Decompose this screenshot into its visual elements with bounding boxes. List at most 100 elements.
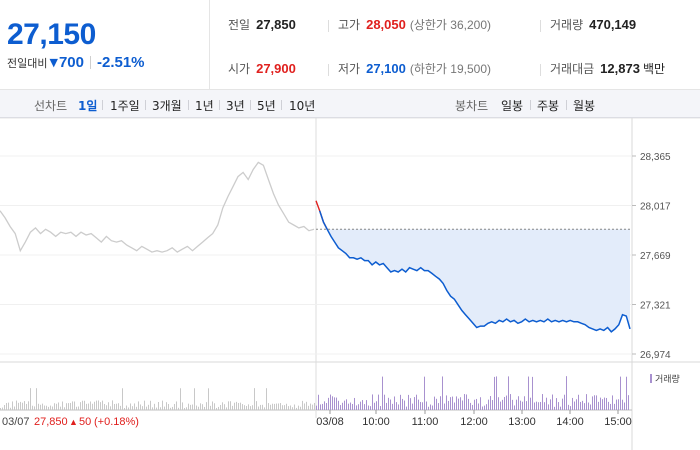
divider bbox=[281, 100, 282, 110]
volume-bar bbox=[316, 405, 317, 410]
tab-1day[interactable]: 1일 bbox=[78, 99, 98, 113]
volume-bar bbox=[558, 402, 559, 410]
tab-1week[interactable]: 1주일 bbox=[110, 99, 140, 113]
tab-3months[interactable]: 3개월 bbox=[152, 99, 182, 113]
volume-bar bbox=[42, 403, 43, 410]
volume-bar bbox=[126, 405, 127, 410]
volume-bar bbox=[490, 396, 491, 410]
high-value: 28,050 bbox=[366, 17, 406, 32]
volume-bar bbox=[298, 405, 299, 410]
volume-bar bbox=[90, 401, 91, 410]
volume-bar bbox=[538, 402, 539, 410]
tab-1year[interactable]: 1년 bbox=[195, 99, 214, 113]
volume-bar bbox=[444, 403, 445, 410]
volume-bar bbox=[44, 405, 45, 410]
volume-bar bbox=[468, 398, 469, 410]
volume-bar bbox=[346, 399, 347, 410]
amount-item: 거래대금 12,873 백만 bbox=[550, 60, 665, 77]
volume-bar bbox=[454, 402, 455, 410]
volume-bar bbox=[574, 401, 575, 410]
volume-bar bbox=[36, 388, 37, 410]
tab-monthly-candle[interactable]: 월봉 bbox=[573, 99, 596, 113]
x-tick-label: 12:00 bbox=[460, 416, 488, 428]
high-item: 고가 28,050 (상한가 36,200) bbox=[338, 16, 491, 33]
volume-bar bbox=[188, 403, 189, 410]
volume-bar bbox=[368, 405, 369, 410]
volume-bar bbox=[190, 404, 191, 410]
today-series-line bbox=[318, 210, 631, 333]
y-tick-label: 27,321 bbox=[640, 301, 671, 312]
volume-bar bbox=[556, 398, 557, 410]
volume-bar bbox=[476, 398, 477, 410]
tab-3years[interactable]: 3년 bbox=[226, 99, 245, 113]
volume-bar bbox=[272, 403, 273, 410]
divider bbox=[102, 100, 103, 110]
volume-bar bbox=[540, 401, 541, 410]
volume-bar bbox=[570, 406, 571, 410]
volume-bar bbox=[8, 402, 9, 410]
volume-bar bbox=[588, 402, 589, 410]
tab-5years[interactable]: 5년 bbox=[257, 99, 276, 113]
y-tick-label: 28,017 bbox=[640, 202, 671, 213]
price-chart: 28,365 28,017 27,669 27,321 26,974 03/08 10:0… bbox=[0, 118, 700, 450]
volume-legend-swatch bbox=[650, 374, 652, 383]
volume-bar bbox=[48, 406, 49, 410]
volume-bar bbox=[410, 398, 411, 410]
volume-bar bbox=[86, 403, 87, 410]
volume-bar bbox=[282, 405, 283, 410]
volume-bar bbox=[402, 398, 403, 410]
volume-bar bbox=[4, 405, 5, 410]
volume-bar bbox=[388, 397, 389, 410]
volume-label: 거래량 bbox=[550, 18, 584, 32]
volume-bar bbox=[216, 407, 217, 410]
open-item: 시가 27,900 bbox=[228, 60, 296, 77]
low-item: 저가 27,100 (하한가 19,500) bbox=[338, 60, 491, 77]
volume-bar bbox=[236, 401, 237, 410]
volume-bar bbox=[244, 405, 245, 410]
divider bbox=[219, 100, 220, 110]
tab-daily-candle[interactable]: 일봉 bbox=[501, 99, 524, 113]
upper-limit: (상한가 36,200) bbox=[409, 18, 492, 32]
volume-bar bbox=[12, 401, 13, 410]
volume-bar bbox=[484, 405, 485, 410]
volume-bar bbox=[178, 407, 179, 410]
volume-bar bbox=[312, 404, 313, 410]
volume-value: 470,149 bbox=[589, 17, 637, 32]
volume-bar bbox=[432, 405, 433, 410]
volume-bar bbox=[474, 399, 475, 410]
tab-weekly-candle[interactable]: 주봉 bbox=[537, 99, 560, 113]
volume-bar bbox=[266, 388, 267, 410]
tab-10years[interactable]: 10년 bbox=[289, 99, 316, 113]
volume-bar bbox=[322, 403, 323, 410]
volume-bar bbox=[434, 396, 435, 410]
volume-bar bbox=[596, 395, 597, 410]
volume-bar bbox=[142, 406, 143, 410]
volume-bar bbox=[470, 402, 471, 410]
prev-close-item: 전일 27,850 bbox=[228, 16, 296, 33]
volume-bar bbox=[544, 402, 545, 410]
volume-bar bbox=[96, 400, 97, 410]
volume-bar bbox=[6, 402, 7, 410]
y-tick-label: 26,974 bbox=[640, 350, 671, 361]
volume-bar bbox=[514, 405, 515, 410]
volume-bar bbox=[610, 403, 611, 410]
volume-bar bbox=[160, 407, 161, 410]
volume-bar bbox=[110, 406, 111, 410]
volume-bar bbox=[342, 402, 343, 410]
volume-bar bbox=[238, 402, 239, 410]
volume-bar bbox=[612, 395, 613, 410]
volume-bar bbox=[252, 405, 253, 410]
volume-bar bbox=[2, 407, 3, 410]
line-chart-label: 선차트 bbox=[34, 99, 68, 113]
volume-bar bbox=[40, 404, 41, 410]
divider bbox=[540, 20, 541, 32]
prev-day-line bbox=[0, 161, 315, 253]
volume-bar bbox=[180, 388, 181, 410]
volume-item: 거래량 470,149 bbox=[550, 16, 636, 33]
change-value: 700 bbox=[58, 54, 84, 71]
volume-bar bbox=[92, 403, 93, 410]
volume-bar bbox=[534, 402, 535, 410]
volume-bar bbox=[68, 403, 69, 410]
volume-bar bbox=[14, 406, 15, 410]
volume-bar bbox=[586, 394, 587, 410]
